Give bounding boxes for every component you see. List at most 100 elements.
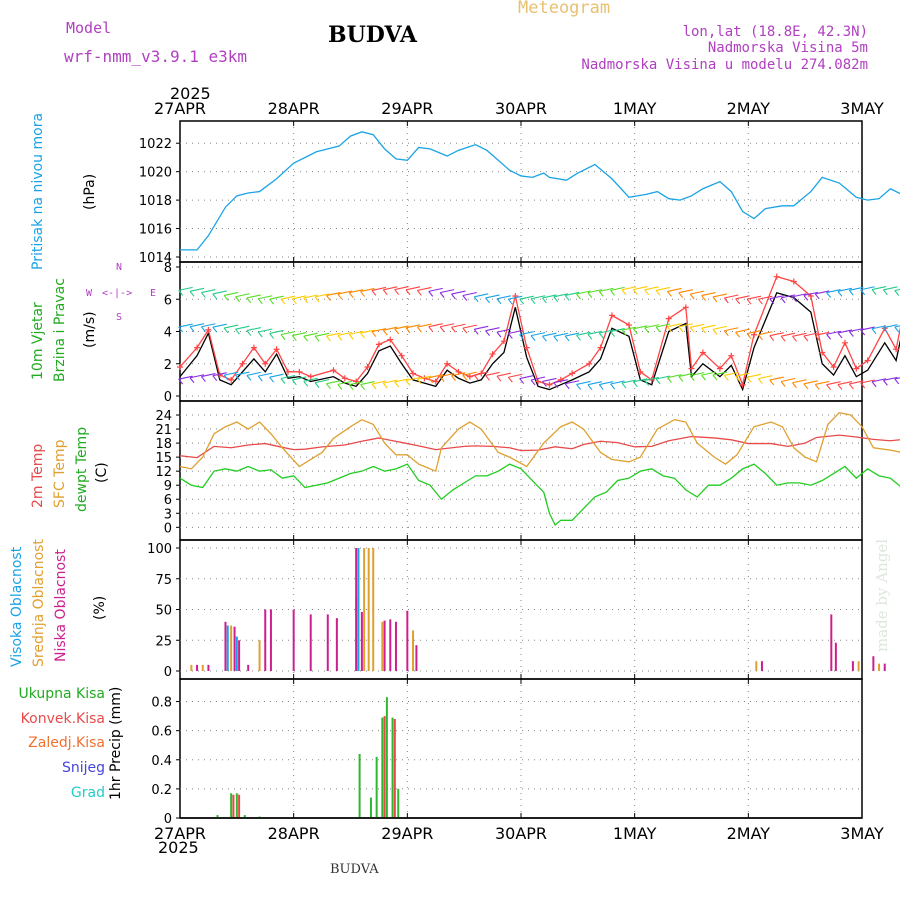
wind-barb <box>371 286 387 296</box>
wind-barb <box>280 374 296 384</box>
wind-barb <box>189 287 205 297</box>
series-line-pressure <box>180 131 900 251</box>
wind-barb <box>871 378 887 388</box>
compass-east: E <box>150 288 157 299</box>
gust-marker <box>432 378 439 385</box>
bar-cloud <box>412 630 415 671</box>
bar-cloud <box>235 636 238 671</box>
panel-frame-temperature <box>179 400 863 541</box>
bar-precip <box>393 719 396 818</box>
wind-barb <box>735 372 750 382</box>
gust-marker <box>819 349 826 356</box>
gust-marker <box>194 344 201 351</box>
meteogram-title: Meteogram <box>518 0 611 18</box>
wind-barb <box>451 290 466 300</box>
bar-precip <box>358 753 361 818</box>
gust-marker <box>790 278 797 285</box>
wind-barb <box>564 332 580 342</box>
wind-barb <box>587 381 602 391</box>
bar-cloud <box>224 621 227 671</box>
y-tick-label-temperature: 0 <box>164 521 172 536</box>
wind-barb <box>280 295 296 305</box>
y-tick-label-pressure: 1014 <box>139 251 172 266</box>
bar-cloud <box>226 625 229 671</box>
bar-cloud <box>830 614 833 671</box>
wind-barb <box>428 323 443 333</box>
wind-barb <box>178 375 193 385</box>
wind-barb <box>701 324 716 334</box>
series-line-temperature <box>179 463 900 527</box>
wind-barb <box>405 376 421 386</box>
wind-barb <box>519 331 534 341</box>
wind-barb <box>860 326 875 336</box>
gust-marker <box>751 331 758 338</box>
wind-barb <box>235 293 250 303</box>
y-tick-label-cloud: 100 <box>147 542 172 557</box>
wind-barb <box>882 324 898 334</box>
wind-barb <box>337 380 352 390</box>
wind-barb <box>416 286 432 296</box>
gust-marker <box>557 376 564 383</box>
wind-barb <box>780 332 796 342</box>
wind-barb <box>473 371 489 381</box>
wind-barb <box>576 331 591 341</box>
wind-barb <box>632 286 648 295</box>
bar-cloud <box>326 614 329 671</box>
wind-barb <box>553 293 568 303</box>
wind-barb <box>507 373 523 383</box>
wind-barb <box>519 375 534 384</box>
gust-marker <box>728 352 735 359</box>
wind-barb <box>200 323 216 333</box>
bar-cloud <box>383 620 386 671</box>
wind-barb <box>257 372 273 382</box>
wind-barb <box>667 323 682 333</box>
bar-precip <box>235 793 238 818</box>
gust-marker <box>569 370 576 377</box>
wind-barb <box>655 323 671 333</box>
wind-barb <box>689 290 705 300</box>
wind-barb <box>212 323 227 333</box>
y-tick-label-precip: 0.8 <box>151 696 172 711</box>
wind-barb <box>269 295 284 305</box>
wind-barb <box>496 295 512 305</box>
wind-barb <box>200 373 216 382</box>
wind-barb <box>485 294 500 304</box>
bar-cloud <box>309 614 312 671</box>
wind-barb <box>530 376 546 386</box>
wind-barb <box>837 329 853 339</box>
wind-barb <box>348 289 364 299</box>
bar-cloud <box>201 664 204 671</box>
wind-barb <box>826 381 841 391</box>
x-tick-label-bottom: 28APR <box>268 824 320 843</box>
wind-barb <box>496 328 512 338</box>
wind-barb <box>826 330 841 340</box>
gust-marker <box>608 312 615 319</box>
bar-precip <box>381 717 384 818</box>
wind-barb <box>303 294 318 304</box>
wind-barb <box>189 374 205 384</box>
legend-frz: Zaledj.Kisa <box>28 735 105 751</box>
gust-marker <box>841 339 848 346</box>
wind-barb <box>223 291 239 301</box>
wind-barb <box>746 373 762 383</box>
wind-barb <box>689 323 705 333</box>
bar-cloud <box>851 661 854 671</box>
wind-barb <box>200 289 216 298</box>
panel-frame-precip <box>179 678 863 819</box>
wind-barb <box>712 293 728 303</box>
wind-barb <box>439 323 455 333</box>
y-tick-label-wind: 0 <box>164 390 172 405</box>
gust-marker <box>489 351 496 358</box>
wind-barb <box>587 289 602 298</box>
wind-barb <box>337 290 352 300</box>
wind-barb <box>553 379 568 389</box>
wind-barb <box>428 287 443 297</box>
wind-barb <box>337 331 352 341</box>
y-tick-label-precip: 0 <box>164 812 172 827</box>
wind-barb <box>212 290 227 300</box>
legend-hail: Grad <box>70 785 105 801</box>
bar-precip <box>391 717 394 818</box>
compass-north: N <box>116 262 123 273</box>
wind-barb <box>178 286 193 296</box>
bar-cloud <box>238 640 241 671</box>
